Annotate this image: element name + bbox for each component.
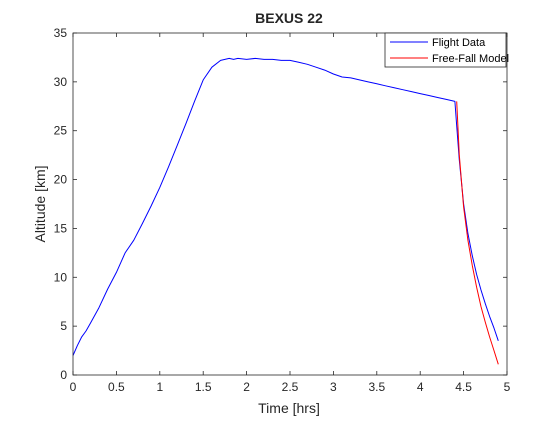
x-axis-label: Time [hrs] bbox=[258, 400, 320, 416]
plot-frame bbox=[72, 32, 508, 376]
x-tick-label: 2 bbox=[243, 380, 250, 394]
axes: 0 0.5 1 1.5 2 2.5 3 3.5 4 4.5 5 0 5 10 15 20 25 30 35 bbox=[54, 26, 511, 394]
x-tick-label: 3 bbox=[330, 380, 337, 394]
y-tick-label: 35 bbox=[54, 26, 68, 40]
series-line-free-fall-model bbox=[456, 101, 499, 365]
x-tick-label: 1 bbox=[156, 380, 163, 394]
series-line-flight-data bbox=[72, 57, 499, 356]
x-tick-label: 4 bbox=[417, 380, 424, 394]
y-axis-label: Altitude [km] bbox=[32, 165, 48, 242]
x-tick-label: 1.5 bbox=[195, 380, 212, 394]
plot-area: 0 0.5 1 1.5 2 2.5 3 3.5 4 4.5 5 0 5 10 15 20 25 30 35 bbox=[54, 26, 511, 394]
chart-title: BEXUS 22 bbox=[255, 10, 323, 26]
x-tick-label: 4.5 bbox=[455, 380, 472, 394]
legend-box bbox=[384, 32, 507, 68]
x-tick-label: 3.5 bbox=[368, 380, 385, 394]
x-tick-label: 5 bbox=[504, 380, 511, 394]
y-tick-label: 15 bbox=[54, 221, 68, 235]
y-tick-label: 30 bbox=[54, 75, 68, 89]
y-tick-label: 5 bbox=[60, 319, 67, 333]
x-tick-label: 0 bbox=[70, 380, 77, 394]
x-tick-label: 2.5 bbox=[282, 380, 299, 394]
y-tick-label: 10 bbox=[54, 270, 68, 284]
x-tick-label: 0.5 bbox=[108, 380, 125, 394]
legend: Flight Data Free-Fall Model bbox=[384, 32, 509, 68]
legend-label-free-fall-model: Free-Fall Model bbox=[432, 53, 509, 65]
y-tick-label: 20 bbox=[54, 173, 68, 187]
plot-background bbox=[73, 33, 507, 375]
y-tick-label: 0 bbox=[60, 368, 67, 382]
y-tick-label: 25 bbox=[54, 124, 68, 138]
series-layer bbox=[72, 57, 499, 365]
legend-label-flight-data: Flight Data bbox=[432, 37, 486, 49]
